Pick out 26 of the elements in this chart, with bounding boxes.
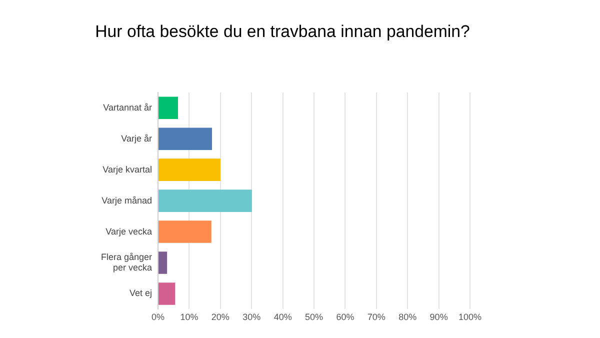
y-tick-label: Vet ej [130, 288, 152, 298]
x-tick-label: 0% [152, 312, 165, 322]
y-tick-label: Flera gånger per vecka [101, 252, 152, 273]
y-tick-label: Varje vecka [106, 226, 152, 236]
x-tick-label: 30% [242, 312, 261, 322]
x-tick-label: 80% [398, 312, 417, 322]
x-tick-label: 20% [211, 312, 230, 322]
bar [158, 158, 220, 181]
x-tick-label: 40% [274, 312, 292, 322]
y-tick-label: Vartannat år [103, 102, 152, 112]
bar [158, 128, 212, 150]
x-tick-label: 50% [305, 312, 324, 322]
y-tick-label: Varje år [121, 133, 152, 144]
y-tick-label: Varje kvartal [102, 164, 152, 174]
bar [158, 282, 176, 305]
bar [158, 252, 168, 274]
bar [158, 96, 178, 120]
bar [158, 220, 212, 243]
x-tick-label: 10% [180, 312, 198, 322]
chart-title: Hur ofta besökte du en travbana innan pandemin? [95, 22, 470, 41]
x-tick-label: 70% [367, 312, 386, 322]
bar [158, 190, 252, 212]
x-tick-label: 100% [458, 312, 482, 322]
x-tick-label: 60% [336, 312, 354, 322]
y-tick-label: Varje månad [102, 195, 152, 206]
x-tick-label: 90% [430, 312, 448, 322]
